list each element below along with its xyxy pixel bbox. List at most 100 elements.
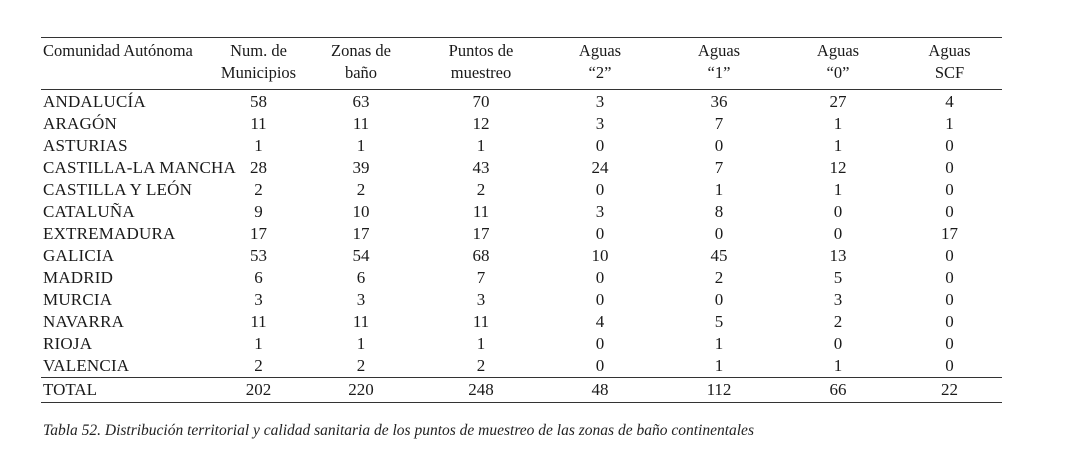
table-row: NAVARRA 11 11 11 4 5 2 0 bbox=[41, 311, 1002, 333]
table-cell: 0 bbox=[595, 180, 605, 199]
table-cell: 17 bbox=[250, 224, 267, 243]
table-cell: 10 bbox=[591, 246, 609, 265]
header-line: Aguas bbox=[697, 41, 741, 60]
table-cell: 13 bbox=[829, 246, 847, 265]
column-header-municipios: Num. de Municipios bbox=[216, 37, 301, 90]
table-cell: 11 bbox=[352, 114, 370, 133]
table-cell: 2 bbox=[356, 356, 366, 375]
region-name-cell: RIOJA bbox=[43, 334, 93, 353]
table-cell: 1 bbox=[476, 334, 486, 353]
table-cell: 7 bbox=[714, 114, 724, 133]
table-cell: 17 bbox=[472, 224, 490, 243]
header-line: Aguas bbox=[816, 41, 860, 60]
region-name-cell: GALICIA bbox=[43, 246, 115, 265]
total-cell: 48 bbox=[541, 377, 659, 403]
region-name-cell: NAVARRA bbox=[43, 312, 125, 331]
header-line: muestreo bbox=[450, 63, 512, 82]
header-line: Aguas bbox=[578, 41, 622, 60]
region-name-cell: CATALUÑA bbox=[43, 202, 135, 221]
table-row: ARAGÓN 11 11 12 3 7 1 1 bbox=[41, 113, 1002, 135]
table-cell: 0 bbox=[945, 180, 954, 199]
table-cell: 0 bbox=[833, 334, 843, 353]
table-cell: 54 bbox=[352, 246, 370, 265]
table-cell: 2 bbox=[254, 356, 263, 375]
table-row: CASTILLA Y LEÓN 2 2 2 0 1 1 0 bbox=[41, 179, 1002, 201]
table-cell: 0 bbox=[595, 268, 605, 287]
table-cell: 3 bbox=[356, 290, 366, 309]
table-cell: 11 bbox=[472, 202, 490, 221]
table-cell: 0 bbox=[945, 158, 954, 177]
table-row: RIOJA 1 1 1 0 1 0 0 bbox=[41, 333, 1002, 355]
region-name-cell: MADRID bbox=[43, 268, 114, 287]
table-cell: 2 bbox=[833, 312, 843, 331]
table-cell: 1 bbox=[356, 136, 366, 155]
table-cell: 1 bbox=[714, 334, 724, 353]
table-cell: 9 bbox=[254, 202, 263, 221]
table-cell: 12 bbox=[472, 114, 490, 133]
region-name-cell: EXTREMADURA bbox=[43, 224, 176, 243]
data-table-container: Comunidad Autónoma Num. de Municipios Zo… bbox=[41, 37, 1002, 403]
table-cell: 3 bbox=[833, 290, 843, 309]
table-cell: 4 bbox=[595, 312, 605, 331]
table-caption: Tabla 52. Distribución territorial y cal… bbox=[43, 422, 754, 439]
total-cell: 22 bbox=[897, 377, 1002, 403]
header-line: baño bbox=[344, 63, 378, 82]
table-cell: 2 bbox=[476, 180, 486, 199]
table-cell: 1 bbox=[476, 136, 486, 155]
table-cell: 0 bbox=[595, 334, 605, 353]
table-cell: 2 bbox=[476, 356, 486, 375]
table-cell: 0 bbox=[833, 202, 843, 221]
header-line: Puntos de bbox=[448, 41, 514, 60]
header-line: Num. de bbox=[230, 41, 287, 60]
column-header-comunidad: Comunidad Autónoma bbox=[41, 37, 216, 90]
column-header-puntos: Puntos de muestreo bbox=[421, 37, 541, 90]
table-cell: 2 bbox=[356, 180, 366, 199]
table-cell: 58 bbox=[250, 92, 267, 111]
table-row: ASTURIAS 1 1 1 0 0 1 0 bbox=[41, 135, 1002, 157]
table-row: MADRID 6 6 7 0 2 5 0 bbox=[41, 267, 1002, 289]
table-cell: 36 bbox=[710, 92, 728, 111]
column-header-aguas-scf: Aguas SCF bbox=[897, 37, 1002, 90]
table-row: MURCIA 3 3 3 0 0 3 0 bbox=[41, 289, 1002, 311]
table-cell: 1 bbox=[833, 114, 843, 133]
table-cell: 1 bbox=[714, 356, 724, 375]
total-cell: 66 bbox=[779, 377, 897, 403]
table-cell: 10 bbox=[352, 202, 370, 221]
table-cell: 7 bbox=[476, 268, 486, 287]
table-cell: 0 bbox=[945, 334, 954, 353]
table-cell: 70 bbox=[472, 92, 490, 111]
header-line: Zonas de bbox=[330, 41, 392, 60]
table-cell: 11 bbox=[250, 114, 267, 133]
table-body: ANDALUCÍA 58 63 70 3 36 27 4 ARAGÓN 11 11 12 3 7 1 1 AST… bbox=[41, 90, 1002, 378]
header-line: “1” bbox=[707, 63, 731, 82]
column-header-aguas-1: Aguas “1” bbox=[659, 37, 779, 90]
table-cell: 4 bbox=[945, 92, 954, 111]
table-cell: 0 bbox=[714, 136, 724, 155]
table-cell: 0 bbox=[595, 290, 605, 309]
table-cell: 1 bbox=[945, 114, 954, 133]
table-cell: 3 bbox=[476, 290, 486, 309]
total-cell: 112 bbox=[659, 377, 779, 403]
table-cell: 0 bbox=[945, 202, 954, 221]
table-cell: 11 bbox=[472, 312, 490, 331]
table-cell: 0 bbox=[945, 356, 954, 375]
table-cell: 3 bbox=[254, 290, 263, 309]
table-cell: 43 bbox=[472, 158, 490, 177]
table-cell: 2 bbox=[254, 180, 263, 199]
column-header-aguas-2: Aguas “2” bbox=[541, 37, 659, 90]
table-cell: 12 bbox=[829, 158, 847, 177]
table-cell: 0 bbox=[945, 246, 954, 265]
table-cell: 53 bbox=[250, 246, 267, 265]
table-cell: 3 bbox=[595, 202, 605, 221]
table-row: CASTILLA-LA MANCHA 28 39 43 24 7 12 0 bbox=[41, 157, 1002, 179]
header-line: SCF bbox=[934, 63, 965, 82]
table-cell: 0 bbox=[595, 136, 605, 155]
table-cell: 2 bbox=[714, 268, 724, 287]
region-name-cell: VALENCIA bbox=[43, 356, 130, 375]
table-cell: 27 bbox=[829, 92, 847, 111]
table-cell: 0 bbox=[945, 312, 954, 331]
table-cell: 0 bbox=[595, 224, 605, 243]
region-name-cell: ARAGÓN bbox=[43, 114, 117, 133]
table-row: EXTREMADURA 17 17 17 0 0 0 17 bbox=[41, 223, 1002, 245]
total-label: TOTAL bbox=[41, 377, 216, 403]
